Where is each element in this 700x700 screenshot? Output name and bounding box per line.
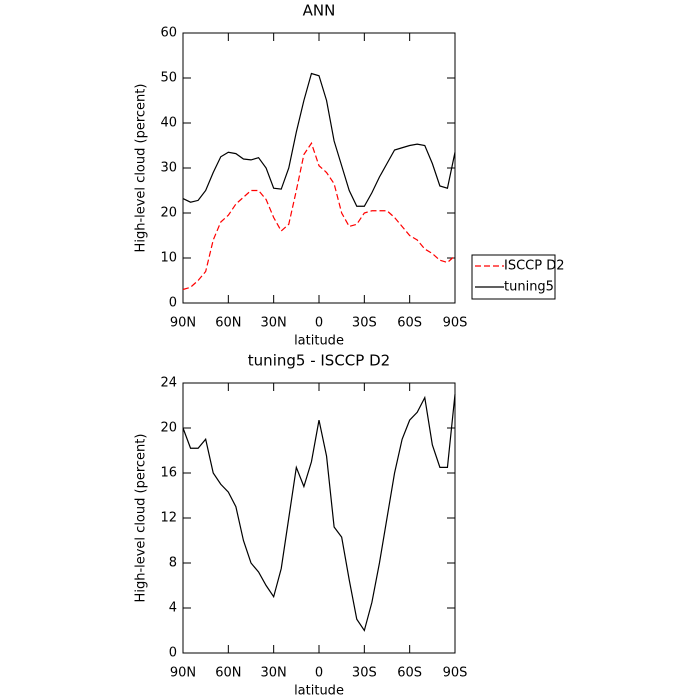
y-axis-label: High-level cloud (percent)	[134, 434, 149, 603]
y-tick-label: 20	[160, 421, 177, 436]
x-tick-label: 0	[315, 666, 323, 681]
x-tick-label: 60N	[215, 666, 241, 681]
data-line	[182, 141, 456, 291]
data-line	[182, 394, 456, 632]
y-tick-label: 0	[169, 296, 177, 311]
y-tick-label: 4	[169, 601, 177, 616]
x-tick-label: 0	[315, 316, 323, 331]
x-axis-label: latitude	[294, 684, 344, 699]
x-axis-label: latitude	[294, 334, 344, 349]
y-tick-label: 24	[160, 376, 177, 391]
legend-box	[471, 254, 556, 300]
legend-label: tuning5	[504, 280, 554, 295]
y-tick-label: 60	[160, 26, 177, 41]
y-tick-label: 10	[160, 251, 177, 266]
x-tick-label: 90S	[443, 666, 468, 681]
chart-title: tuning5 - ISCCP D2	[248, 352, 390, 370]
x-tick-label: 30N	[261, 316, 287, 331]
x-tick-label: 90S	[443, 316, 468, 331]
plot-frame	[182, 382, 456, 654]
y-tick-label: 0	[169, 646, 177, 661]
y-tick-label: 12	[160, 511, 177, 526]
y-tick-label: 8	[169, 556, 177, 571]
y-tick-label: 20	[160, 206, 177, 221]
x-tick-label: 60S	[397, 666, 422, 681]
x-tick-label: 60N	[215, 316, 241, 331]
chart-title: ANN	[303, 2, 336, 20]
x-tick-label: 30S	[352, 316, 377, 331]
y-tick-label: 50	[160, 71, 177, 86]
y-tick-label: 16	[160, 466, 177, 481]
x-tick-label: 30S	[352, 666, 377, 681]
x-tick-label: 90N	[170, 316, 196, 331]
y-tick-label: 30	[160, 161, 177, 176]
legend-label: ISCCP D2	[504, 259, 565, 274]
plot-frame	[182, 32, 456, 304]
x-tick-label: 90N	[170, 666, 196, 681]
x-tick-label: 30N	[261, 666, 287, 681]
y-tick-label: 40	[160, 116, 177, 131]
x-tick-label: 60S	[397, 316, 422, 331]
y-axis-label: High-level cloud (percent)	[134, 84, 149, 253]
data-line	[182, 72, 456, 207]
